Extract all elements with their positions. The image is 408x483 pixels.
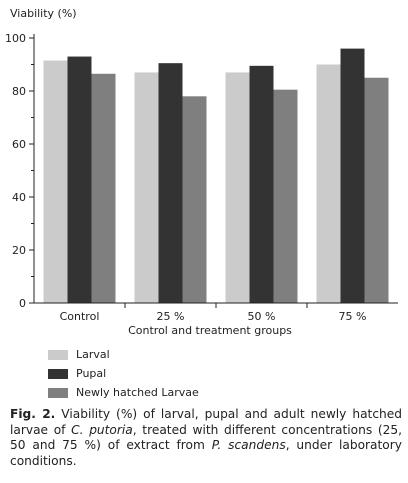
legend-item-newly-hatched: Newly hatched Larvae [48, 383, 199, 402]
bar-pupal-1 [158, 63, 183, 303]
x-tick-label: 25 % [157, 310, 185, 323]
bar-newly-hatched-larvae-3 [364, 77, 389, 303]
caption-species-2: P. scandens [211, 438, 286, 452]
bar-larval-3 [316, 64, 341, 303]
x-tick-label: 50 % [248, 310, 276, 323]
x-axis-label: Control and treatment groups [128, 324, 292, 337]
legend-swatch-larval [48, 349, 68, 360]
x-axis: Control 25 % 50 % 75 % [34, 302, 398, 323]
caption-text-1: Viability (%) of larval, pupal and adult… [10, 407, 402, 437]
y-tick-label: 60 [12, 138, 26, 151]
caption-text-2: , treated with different concentrations … [10, 422, 402, 453]
figure-caption: Fig. 2. Viability (%) of larval, pupal a… [10, 407, 402, 469]
y-tick-label: 20 [12, 244, 26, 257]
caption-text-3: , under laboratory conditions. [10, 438, 402, 468]
legend-swatch-pupal [48, 368, 68, 379]
bar-larval-0 [43, 60, 68, 304]
y-axis-label: Viability (%) [10, 7, 77, 20]
y-tick-label: 0 [19, 297, 26, 310]
y-tick-label: 100 [5, 32, 26, 45]
bar-larval-2 [225, 72, 250, 303]
legend-swatch-newly-hatched [48, 387, 68, 398]
y-axis: 0 20 40 60 80 100 [5, 32, 35, 310]
y-tick-label: 40 [12, 191, 26, 204]
legend: Larval Pupal Newly hatched Larvae [48, 345, 199, 402]
legend-item-pupal: Pupal [48, 364, 199, 383]
bars-group [43, 48, 389, 304]
bar-larval-1 [134, 72, 159, 303]
bar-chart: Viability (%) 0 20 40 60 80 100 Control 25 % 50… [5, 7, 398, 337]
x-tick-label: 75 % [339, 310, 367, 323]
y-tick-label: 80 [12, 85, 26, 98]
bar-pupal-2 [249, 65, 274, 303]
legend-label-larval: Larval [76, 348, 110, 361]
legend-item-larval: Larval [48, 345, 199, 364]
caption-figure-label: Fig. 2. [10, 407, 56, 421]
caption-species-1: C. putoria [71, 422, 133, 437]
legend-label-pupal: Pupal [76, 367, 107, 380]
bar-newly-hatched-larvae-0 [91, 73, 116, 304]
bar-newly-hatched-larvae-1 [182, 96, 207, 303]
x-tick-label: Control [60, 310, 100, 323]
bar-pupal-3 [340, 48, 365, 303]
legend-label-newly-hatched: Newly hatched Larvae [76, 386, 199, 399]
bar-pupal-0 [67, 56, 92, 303]
bar-newly-hatched-larvae-2 [273, 89, 298, 303]
